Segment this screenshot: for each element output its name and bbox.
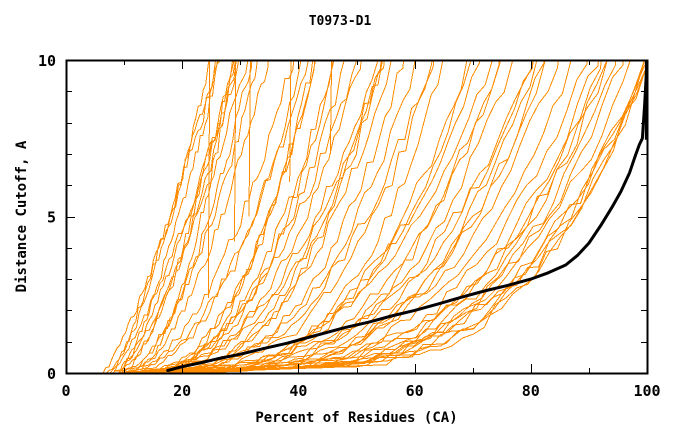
x-axis-tick-label: 0 xyxy=(61,382,70,400)
prediction-curve xyxy=(169,60,545,372)
prediction-curve xyxy=(115,60,237,372)
prediction-curve xyxy=(113,60,217,373)
y-axis-tick-label: 0 xyxy=(47,365,56,383)
prediction-curve xyxy=(124,60,309,373)
prediction-curve xyxy=(184,60,624,372)
y-axis-tick-label: 5 xyxy=(47,209,56,227)
prediction-curve xyxy=(125,60,302,373)
prediction-curve xyxy=(124,60,295,373)
prediction-curve xyxy=(119,60,258,373)
prediction-curve xyxy=(152,60,385,373)
prediction-curve xyxy=(114,60,249,372)
reference-curve xyxy=(166,71,647,372)
prediction-curve xyxy=(106,60,210,373)
prediction-curve xyxy=(177,64,647,373)
prediction-curve xyxy=(118,60,237,373)
prediction-curve xyxy=(138,60,362,373)
y-axis-tick-label: 10 xyxy=(38,52,56,70)
prediction-curve xyxy=(165,60,444,373)
prediction-curve xyxy=(191,66,647,373)
prediction-curve xyxy=(234,60,237,242)
prediction-curve xyxy=(207,60,211,298)
prediction-curve xyxy=(121,60,234,372)
prediction-curve xyxy=(151,60,405,373)
prediction-curve xyxy=(127,60,345,373)
chart-title: T0973-D1 xyxy=(308,14,372,29)
x-axis-tick-label: 80 xyxy=(522,382,540,400)
prediction-curve xyxy=(248,60,251,217)
x-axis-tick-label: 20 xyxy=(173,382,191,400)
x-axis-title: Percent of Residues (CA) xyxy=(255,410,457,426)
x-axis-tick-label: 60 xyxy=(406,382,424,400)
x-axis-tick-label: 100 xyxy=(633,382,660,400)
curve-layer xyxy=(102,60,647,373)
prediction-curve xyxy=(155,60,546,372)
x-axis-tick-label: 40 xyxy=(289,382,307,400)
prediction-curve xyxy=(163,60,559,372)
prediction-curve xyxy=(128,60,269,373)
prediction-curve xyxy=(289,60,292,183)
prediction-curve xyxy=(168,60,602,373)
prediction-curve xyxy=(329,60,333,154)
y-axis-title: Distance Cutoff, A xyxy=(14,140,30,292)
prediction-curve xyxy=(102,60,221,373)
prediction-curve xyxy=(134,60,235,373)
